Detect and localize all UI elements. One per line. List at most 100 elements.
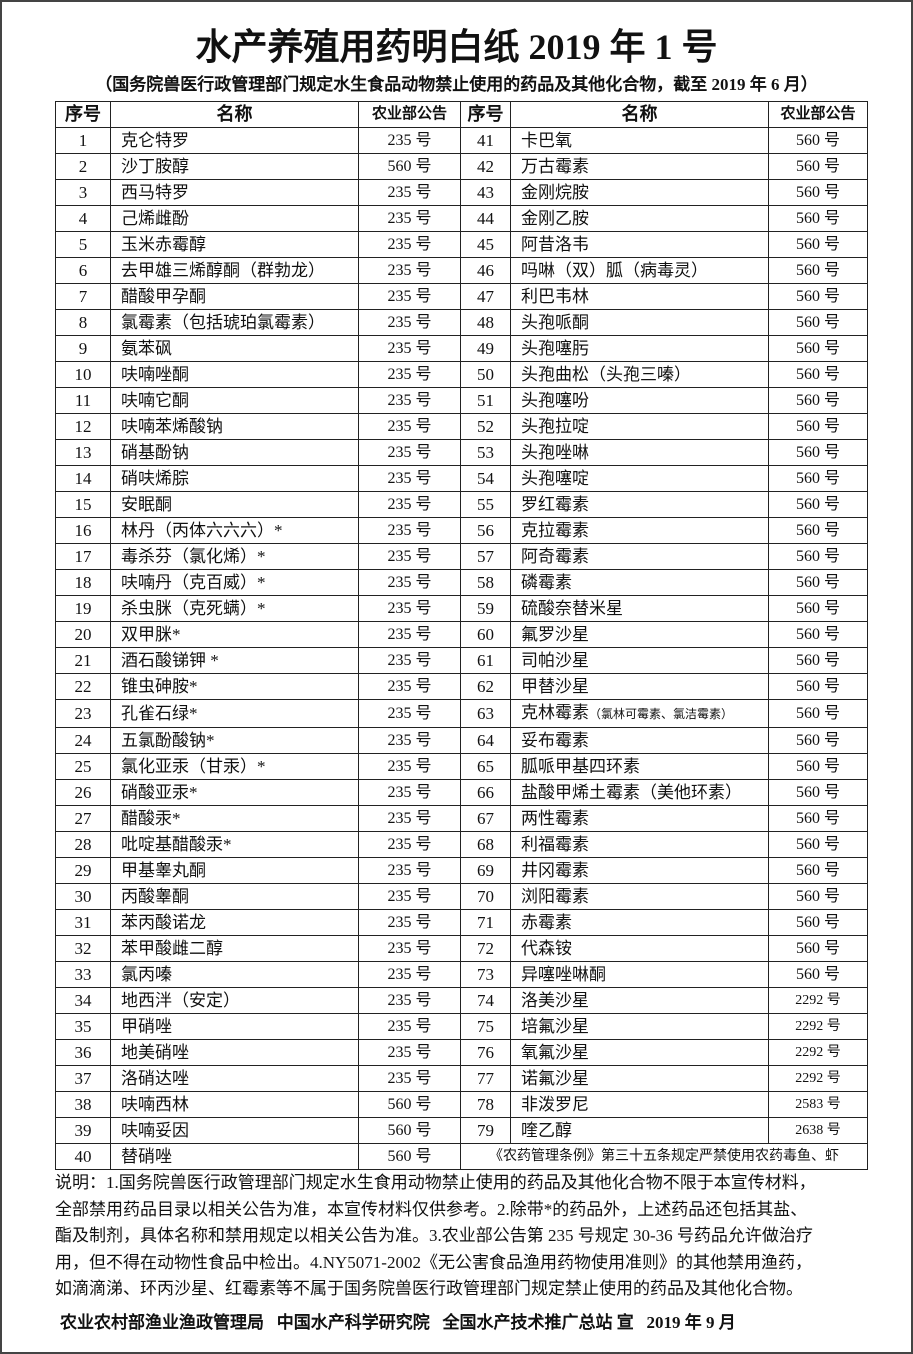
drug-no: 41: [460, 127, 511, 154]
table-row: 2 沙丁胺醇 560 号 42 万古霉素 560 号: [55, 153, 868, 180]
drug-no: 65: [460, 753, 511, 780]
drug-name: 洛硝达唑: [110, 1065, 359, 1092]
drug-name: 司帕沙星: [510, 647, 769, 674]
drug-name: 锥虫砷胺*: [110, 673, 359, 700]
drug-announcement: 560 号: [768, 935, 868, 962]
drug-no: 19: [55, 595, 111, 622]
drug-announcement: 235 号: [358, 205, 461, 232]
drug-announcement: 235 号: [358, 335, 461, 362]
drug-no: 1: [55, 127, 111, 154]
drug-no: 34: [55, 987, 111, 1014]
drug-name: 阿昔洛韦: [510, 231, 769, 258]
drug-announcement: 560 号: [768, 595, 868, 622]
header-announcement: 农业部公告: [358, 101, 461, 128]
drug-name: 去甲雄三烯醇酮（群勃龙）: [110, 257, 359, 284]
drug-name: 硝呋烯腙: [110, 465, 359, 492]
drug-no: 21: [55, 647, 111, 674]
drug-name: 甲基睾丸酮: [110, 857, 359, 884]
drug-no: 36: [55, 1039, 111, 1066]
note-line: 全部禁用药品目录以相关公告为准，本宣传材料仅供参考。2.除带*的药品外，上述药品…: [55, 1199, 808, 1219]
drug-no: 50: [460, 361, 511, 388]
table-row: 26 硝酸亚汞* 235 号 66 盐酸甲烯土霉素（美他环素） 560 号: [55, 779, 868, 806]
drug-name-text: 异噻唑啉酮: [521, 965, 606, 984]
drug-announcement: 2583 号: [768, 1091, 868, 1118]
drug-no: 16: [55, 517, 111, 544]
drug-no: 10: [55, 361, 111, 388]
drug-no: 28: [55, 831, 111, 858]
table-row: 22 锥虫砷胺* 235 号 62 甲替沙星 560 号: [55, 673, 868, 700]
drug-announcement: 560 号: [768, 153, 868, 180]
drug-announcement: 560 号: [358, 1117, 461, 1144]
drug-announcement: 2638 号: [768, 1117, 868, 1144]
drug-announcement: 2292 号: [768, 987, 868, 1014]
drug-no: 63: [460, 699, 511, 728]
drug-name-text: 利巴韦林: [521, 287, 589, 306]
drug-name: 毒杀芬（氯化烯）*: [110, 543, 359, 570]
drug-no: 56: [460, 517, 511, 544]
drug-no: 25: [55, 753, 111, 780]
drug-no: 18: [55, 569, 111, 596]
drug-announcement: 560 号: [768, 335, 868, 362]
header-name: 名称: [510, 101, 769, 128]
table-row: 9 氨苯砜 235 号 49 头孢噻肟 560 号: [55, 335, 868, 362]
drug-announcement: 560 号: [358, 1091, 461, 1118]
drug-name: 胍哌甲基四环素: [510, 753, 769, 780]
drug-no: 58: [460, 569, 511, 596]
drug-announcement: 235 号: [358, 491, 461, 518]
drug-announcement: 560 号: [768, 857, 868, 884]
drug-name: 呋喃它酮: [110, 387, 359, 414]
drug-announcement: 560 号: [768, 257, 868, 284]
drug-announcement: 235 号: [358, 543, 461, 570]
drug-no: 53: [460, 439, 511, 466]
drug-name-text: 赤霉素: [521, 913, 572, 932]
drug-announcement: 235 号: [358, 283, 461, 310]
drug-name: 赤霉素: [510, 909, 769, 936]
drug-announcement: 560 号: [768, 673, 868, 700]
drug-name: 呋喃苯烯酸钠: [110, 413, 359, 440]
drug-no: 45: [460, 231, 511, 258]
drug-name: 金刚乙胺: [510, 205, 769, 232]
table-row: 28 吡啶基醋酸汞* 235 号 68 利福霉素 560 号: [55, 831, 868, 858]
drug-no: 70: [460, 883, 511, 910]
drug-name-text: 浏阳霉素: [521, 887, 589, 906]
drug-announcement: 235 号: [358, 909, 461, 936]
drug-announcement: 560 号: [358, 153, 461, 180]
drug-no: 60: [460, 621, 511, 648]
drug-announcement: 560 号: [768, 309, 868, 336]
drug-no: 68: [460, 831, 511, 858]
drug-name-text: 胍哌甲基四环素: [521, 757, 640, 776]
drug-announcement: 560 号: [768, 779, 868, 806]
table-row: 5 玉米赤霉醇 235 号 45 阿昔洛韦 560 号: [55, 231, 868, 258]
drug-no: 6: [55, 257, 111, 284]
drug-no: 64: [460, 727, 511, 754]
drug-name: 呋喃西林: [110, 1091, 359, 1118]
drug-no: 15: [55, 491, 111, 518]
issuer-footer: 农业农村部渔业渔政管理局 中国水产科学研究院 全国水产技术推广总站 宣 2019…: [60, 1313, 736, 1332]
drug-announcement: 235 号: [358, 257, 461, 284]
drug-no: 26: [55, 779, 111, 806]
drug-name: 盐酸甲烯土霉素（美他环素）: [510, 779, 769, 806]
table-row: 19 杀虫脒（克死螨）* 235 号 59 硫酸奈替米星 560 号: [55, 595, 868, 622]
drug-name: 头孢哌酮: [510, 309, 769, 336]
drug-name: 培氟沙星: [510, 1013, 769, 1040]
table-row: 11 呋喃它酮 235 号 51 头孢噻吩 560 号: [55, 387, 868, 414]
drug-no: 77: [460, 1065, 511, 1092]
drug-name: 氧氟沙星: [510, 1039, 769, 1066]
table-row: 25 氯化亚汞（甘汞）* 235 号 65 胍哌甲基四环素 560 号: [55, 753, 868, 780]
drug-no: 76: [460, 1039, 511, 1066]
drug-name-text: 氟罗沙星: [521, 625, 589, 644]
drug-name: 玉米赤霉醇: [110, 231, 359, 258]
table-header-row: 序号 名称 农业部公告 序号 名称 农业部公告: [55, 101, 868, 128]
drug-announcement: 560 号: [768, 805, 868, 832]
drug-name-text: 克拉霉素: [521, 521, 589, 540]
drug-no: 51: [460, 387, 511, 414]
drug-name: 妥布霉素: [510, 727, 769, 754]
drug-name: 浏阳霉素: [510, 883, 769, 910]
drug-name: 安眠酮: [110, 491, 359, 518]
header-no: 序号: [460, 101, 511, 128]
pesticide-regulation-note: 《农药管理条例》第三十五条规定严禁使用农药毒鱼、虾: [460, 1143, 868, 1170]
drug-announcement: 235 号: [358, 179, 461, 206]
drug-announcement: 560 号: [768, 127, 868, 154]
table-row: 37 洛硝达唑 235 号 77 诺氟沙星 2292 号: [55, 1065, 868, 1092]
drug-name: 两性霉素: [510, 805, 769, 832]
